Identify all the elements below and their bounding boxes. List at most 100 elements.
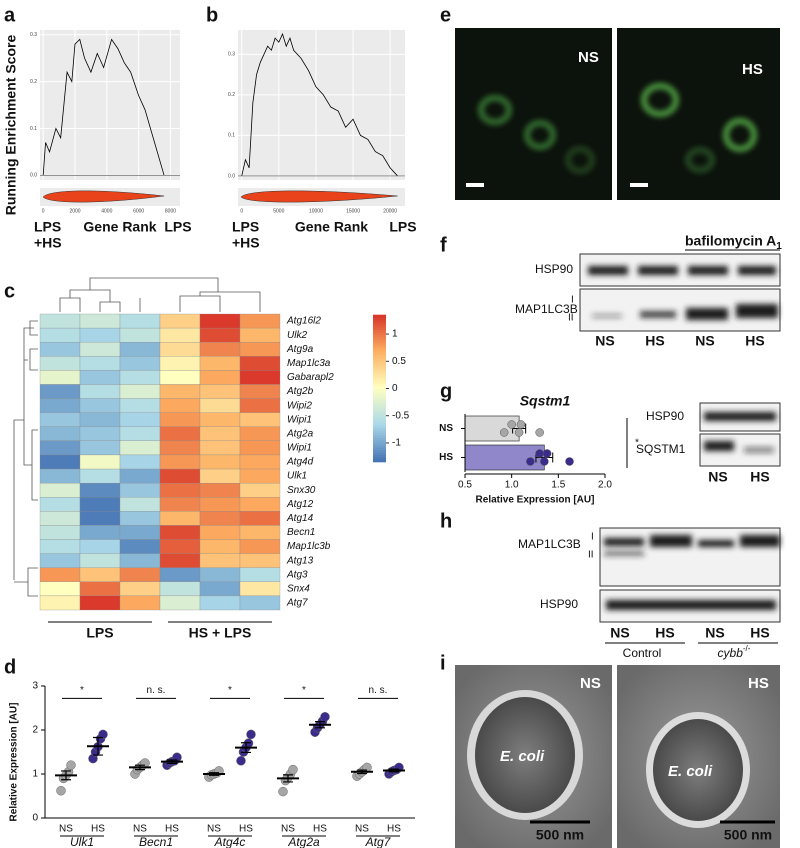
- colorbar-step: [373, 420, 386, 424]
- y-tick-label: 0.2: [30, 79, 37, 85]
- gene-label: Atg9a: [286, 344, 314, 355]
- heatmap-cell: [199, 342, 241, 357]
- colorbar-step: [373, 351, 386, 355]
- x-tick-label: 8000: [165, 208, 176, 214]
- heatmap-cell: [239, 398, 281, 413]
- heatmap-cell: [199, 327, 241, 343]
- colorbar-step: [373, 400, 386, 404]
- band-label: II: [568, 313, 574, 324]
- colorbar-step: [373, 366, 386, 370]
- group-label: NS: [355, 824, 369, 835]
- colorbar-step: [373, 319, 386, 323]
- significance-label: n. s.: [369, 685, 388, 696]
- heatmap-cell: [39, 482, 81, 498]
- error-bar: [209, 772, 219, 776]
- colorbar-step: [373, 373, 386, 377]
- micrograph-images: [455, 28, 780, 200]
- group-label: NS: [207, 824, 221, 835]
- heatmap-cell: [79, 595, 121, 611]
- colorbar-step: [373, 349, 386, 353]
- colorbar-step: [373, 434, 386, 438]
- chart-title: Sqstm1: [520, 393, 571, 409]
- colorbar-step: [373, 368, 386, 372]
- band-label: I: [591, 532, 594, 543]
- category-label: Atg7: [365, 835, 392, 848]
- rank-end-label: LPS: [232, 219, 259, 235]
- x-tick-label: 15000: [346, 208, 360, 214]
- heatmap-cell: [159, 482, 201, 498]
- heatmap-cell: [119, 553, 161, 568]
- heatmap-cell: [79, 412, 121, 427]
- category-label: Atg4c: [214, 835, 246, 848]
- colorbar-step: [373, 361, 386, 365]
- colorbar-step: [373, 358, 386, 362]
- heatmap-cell: [79, 313, 121, 329]
- group-label: LPS: [86, 625, 113, 641]
- colorbar-step: [373, 341, 386, 345]
- heatmap-cell: [199, 468, 241, 484]
- band-label: I: [571, 295, 574, 306]
- x-tick-label: 0.5: [458, 480, 472, 491]
- gene-label: Atg13: [286, 555, 314, 566]
- lane-label: NS: [708, 469, 727, 485]
- heatmap-cell: [239, 454, 281, 470]
- gene-label: Atg16l2: [286, 316, 321, 327]
- significance-label: *: [302, 685, 306, 696]
- heatmap-cell: [119, 468, 161, 484]
- heatmap-cell: [239, 384, 281, 399]
- error-bar: [283, 774, 293, 783]
- heatmap-cell: [39, 313, 81, 329]
- significance-label: n. s.: [147, 685, 166, 696]
- y-tick-label: 0.0: [30, 173, 37, 179]
- colorbar-step: [373, 336, 386, 340]
- heatmap-cell: [159, 581, 201, 597]
- colorbar-step: [373, 424, 386, 428]
- colorbar-step: [373, 390, 386, 394]
- error-bar: [93, 736, 103, 756]
- heatmap-cell: [79, 454, 121, 470]
- significance-label: *: [80, 685, 84, 696]
- heatmap-cell: [79, 398, 121, 413]
- group-label: HS: [91, 824, 105, 835]
- group-label: Control: [623, 646, 662, 660]
- heatmap-cell: [239, 426, 281, 442]
- heatmap-cell: [239, 525, 281, 540]
- blot-row-label: MAP1LC3B: [518, 537, 581, 551]
- heatmap-cell: [119, 454, 161, 470]
- data-point: [526, 457, 535, 466]
- colorbar-step: [373, 432, 386, 436]
- gene-label: Atg7: [286, 598, 308, 609]
- gene-label: Atg2b: [286, 386, 314, 397]
- colorbar-step: [373, 447, 386, 451]
- data-point: [514, 428, 524, 437]
- heatmap-cell: [199, 426, 241, 442]
- panel-label: b: [206, 4, 218, 26]
- colorbar-step: [373, 385, 386, 389]
- heatmap-cell: [119, 440, 161, 456]
- heatmap-cell: [159, 412, 201, 427]
- heatmap-cell: [159, 468, 201, 484]
- heatmap-cell: [199, 525, 241, 540]
- error-bar: [357, 769, 367, 775]
- colorbar-step: [373, 339, 386, 343]
- colorbar-step: [373, 407, 386, 411]
- heatmap-cell: [199, 482, 241, 498]
- data-point: [278, 786, 288, 797]
- colorbar-step: [373, 388, 386, 392]
- panel-label: i: [440, 652, 446, 674]
- data-point: [236, 756, 246, 766]
- heatmap-cell: [119, 426, 161, 442]
- colorbar-step: [373, 329, 386, 333]
- gene-label: Becn1: [287, 527, 315, 538]
- heatmap-cell: [79, 567, 121, 582]
- colorbar-step: [373, 378, 386, 382]
- blot-row-label: HSP90: [646, 409, 684, 423]
- colorbar-label: -0.5: [392, 410, 410, 421]
- colorbar-step: [373, 417, 386, 421]
- x-tick-label: 6000: [133, 208, 144, 214]
- group-label: NS: [133, 824, 147, 835]
- colorbar-label: 1: [392, 329, 398, 340]
- rug-violin: [240, 190, 398, 203]
- heatmap-cell: [39, 440, 81, 456]
- y-tick-label: 0.1: [30, 126, 37, 132]
